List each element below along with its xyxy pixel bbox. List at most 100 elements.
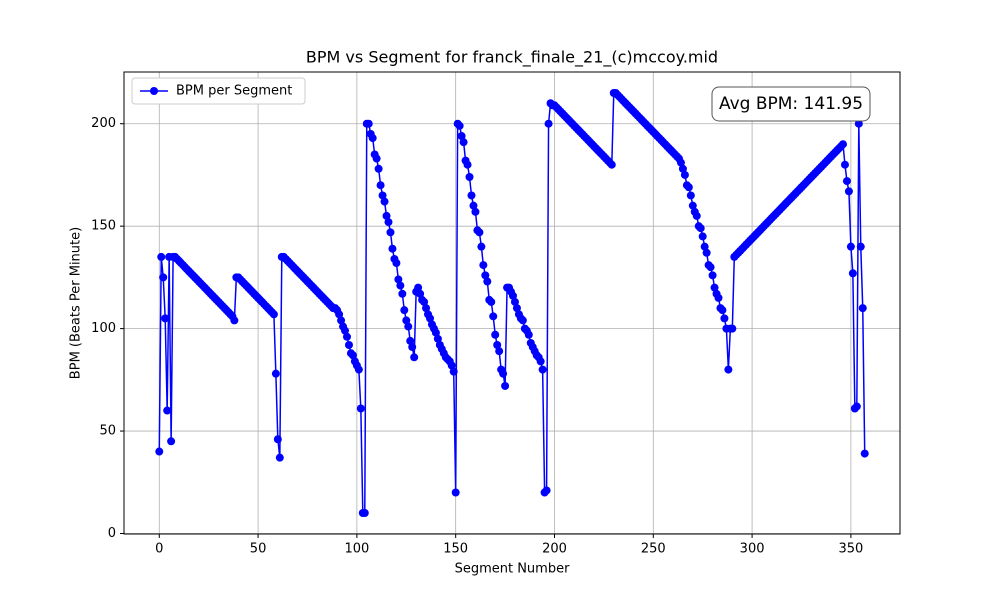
point [495, 347, 504, 356]
point [467, 191, 476, 200]
x-tick-label: 250 [641, 542, 666, 557]
point [384, 218, 393, 227]
point [398, 289, 407, 298]
point [708, 271, 717, 280]
point [718, 306, 727, 315]
point [696, 224, 705, 233]
point [455, 121, 464, 130]
point [706, 263, 715, 272]
point [155, 447, 164, 456]
point [860, 449, 869, 458]
point [431, 328, 440, 337]
point [271, 369, 280, 378]
point [688, 201, 697, 210]
point [459, 138, 468, 147]
y-axis-label: BPM (Beats Per Minute) [69, 227, 84, 379]
point [378, 191, 387, 200]
point [374, 164, 383, 173]
point [161, 314, 170, 323]
point [686, 191, 695, 200]
point [698, 232, 707, 241]
point [420, 297, 429, 306]
point [844, 187, 853, 196]
point [394, 275, 403, 284]
point [487, 297, 496, 306]
point [360, 509, 369, 517]
point [372, 154, 381, 163]
legend-box [131, 77, 306, 105]
y-tick-label: 100 [91, 321, 116, 336]
point [382, 211, 391, 220]
point [702, 248, 711, 257]
point [536, 357, 545, 366]
point [342, 332, 351, 341]
point [344, 341, 353, 349]
point [425, 314, 434, 323]
point [858, 304, 867, 313]
point [678, 164, 687, 173]
x-axis-label: Segment Number [455, 562, 571, 577]
y-tick-label: 150 [91, 219, 116, 234]
legend: BPM per Segment [131, 77, 306, 105]
annotation-box [711, 86, 871, 122]
point [396, 281, 405, 290]
x-tick-label: 200 [542, 542, 567, 557]
point [518, 316, 527, 325]
point [335, 310, 344, 319]
point [414, 283, 423, 292]
point [404, 322, 413, 331]
point [388, 244, 397, 253]
chart-title: BPM vs Segment for franck_finale_21_(c)m… [306, 48, 718, 68]
point [524, 330, 533, 339]
point [354, 365, 363, 374]
x-tick-label: 150 [443, 542, 468, 557]
point [167, 437, 176, 446]
point [380, 197, 389, 206]
point [854, 119, 863, 128]
point [680, 170, 689, 179]
point [607, 160, 616, 169]
point [348, 351, 357, 360]
point [163, 406, 172, 415]
x-tick-label: 300 [740, 542, 765, 557]
y-tick-label: 0 [108, 526, 116, 541]
point [856, 242, 865, 251]
point [337, 316, 346, 325]
y-tick-label: 200 [91, 116, 116, 131]
point [710, 283, 719, 292]
point [422, 304, 431, 313]
point [463, 160, 472, 169]
point [846, 242, 855, 251]
point [852, 402, 861, 411]
point [416, 289, 425, 298]
point [840, 160, 849, 169]
point [499, 369, 508, 378]
point [508, 291, 517, 300]
point [724, 365, 733, 374]
point [451, 488, 460, 497]
point [410, 353, 419, 362]
point [386, 228, 395, 237]
point [447, 361, 456, 370]
point [433, 334, 442, 343]
point [838, 140, 847, 149]
point [684, 183, 693, 192]
x-tick-label: 100 [344, 542, 369, 557]
point [676, 158, 685, 167]
point [544, 119, 553, 128]
point [341, 326, 350, 335]
point [465, 173, 474, 181]
point [700, 242, 709, 251]
plot-area [155, 89, 869, 517]
point [157, 252, 166, 261]
x-tick-label: 50 [250, 542, 267, 557]
point [368, 134, 377, 143]
y-tick-label: 50 [99, 424, 116, 439]
point [542, 486, 551, 495]
point [491, 330, 500, 339]
x-tick-label: 0 [155, 542, 163, 557]
point [479, 261, 488, 270]
point [481, 271, 490, 280]
point [493, 341, 502, 349]
